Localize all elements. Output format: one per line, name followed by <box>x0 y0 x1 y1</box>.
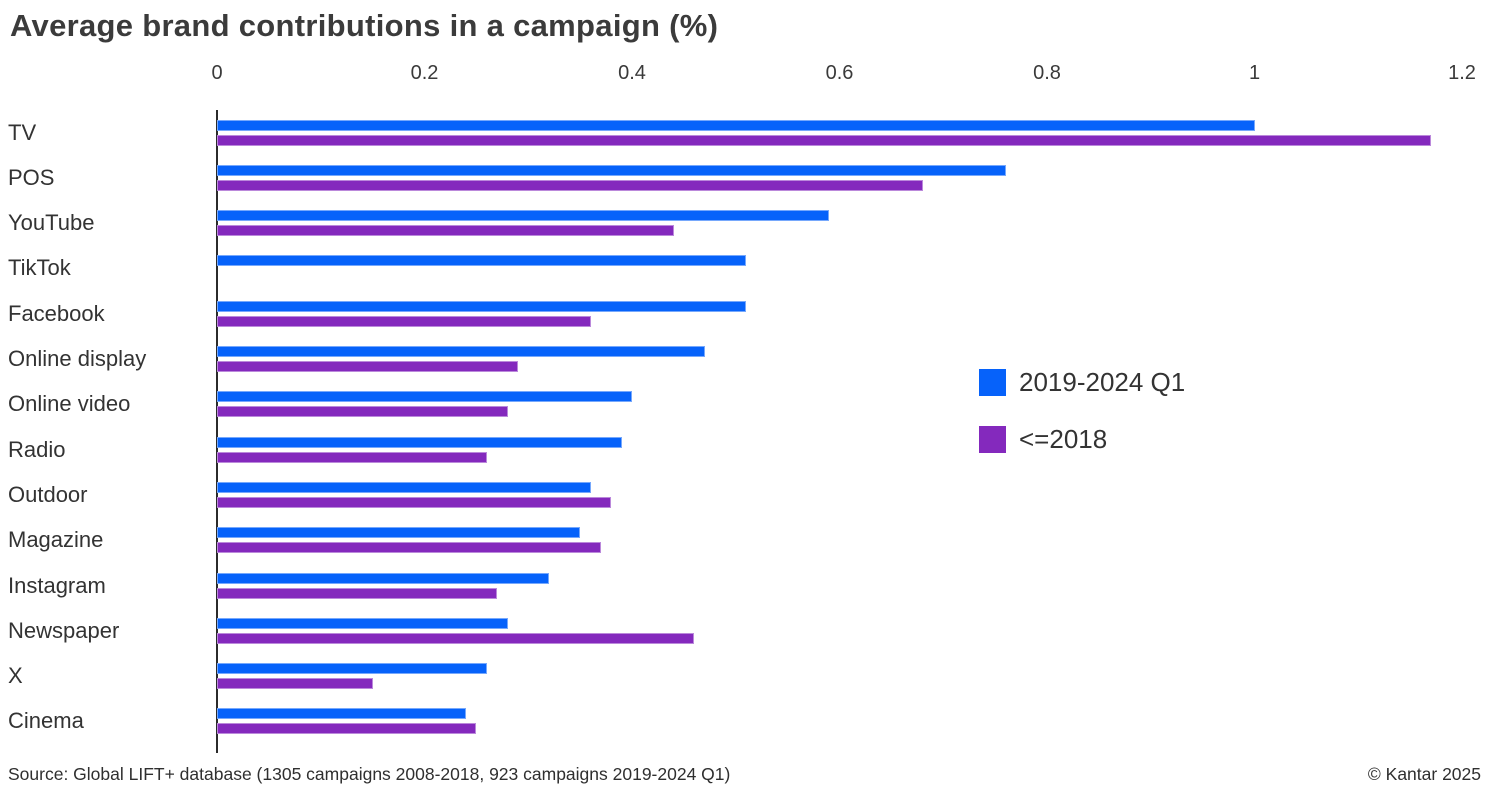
category-label-online-video: Online video <box>8 391 131 417</box>
chart-title: Average brand contributions in a campaig… <box>10 8 719 43</box>
category-label-pos: POS <box>8 164 55 190</box>
bar-2018-online-display <box>217 361 518 372</box>
category-label-newspaper: Newspaper <box>8 617 120 643</box>
category-label-facebook: Facebook <box>8 300 105 326</box>
bar-2019-2024-q1-instagram <box>217 572 549 584</box>
bar-2018-cinema <box>217 723 477 735</box>
bar-2018-youtube <box>217 225 674 237</box>
x-tick-label: 0.4 <box>618 62 646 84</box>
bar-2019-2024-q1-x <box>217 663 487 675</box>
category-label-magazine: Magazine <box>8 527 104 553</box>
bar-2018-x <box>217 678 373 690</box>
category-label-tiktok: TikTok <box>8 255 71 281</box>
x-tick-label: 1.2 <box>1448 62 1476 84</box>
category-label-radio: Radio <box>8 436 66 462</box>
legend-label: 2019-2024 Q1 <box>1019 367 1186 397</box>
category-label-outdoor: Outdoor <box>8 481 88 507</box>
copyright-note: © Kantar 2025 <box>1367 764 1481 784</box>
bar-2019-2024-q1-youtube <box>217 210 830 222</box>
bar-2018-magazine <box>217 542 601 554</box>
x-tick-label: 1 <box>1248 62 1261 84</box>
bar-2019-2024-q1-tiktok <box>217 255 747 267</box>
y-axis-line <box>216 110 218 753</box>
bar-2019-2024-q1-magazine <box>217 527 581 539</box>
bar-2018-online-video <box>217 406 508 418</box>
bar-2019-2024-q1-online-video <box>217 391 632 403</box>
x-tick-label: 0.8 <box>1033 62 1061 84</box>
bar-2019-2024-q1-newspaper <box>217 617 508 629</box>
bar-2019-2024-q1-radio <box>217 436 622 448</box>
bar-2018-facebook <box>217 315 591 327</box>
bar-2018-pos <box>217 179 923 191</box>
bar-2018-tv <box>217 134 1431 146</box>
category-label-youtube: YouTube <box>8 210 95 236</box>
x-tick-label: 0 <box>211 62 223 84</box>
bar-2019-2024-q1-outdoor <box>217 481 591 493</box>
legend-swatch-2018 <box>979 426 1006 453</box>
x-tick-label: 0.2 <box>410 62 439 84</box>
category-label-x: X <box>8 663 23 689</box>
bar-2019-2024-q1-facebook <box>217 300 747 312</box>
legend-label: <=2018 <box>1019 424 1108 454</box>
bar-2018-instagram <box>217 587 498 599</box>
legend-swatch-2019-2024-q1 <box>979 369 1006 396</box>
bar-2019-2024-q1-pos <box>217 164 1006 176</box>
bar-2018-newspaper <box>217 632 695 644</box>
category-label-tv: TV <box>8 119 37 145</box>
bar-2018-outdoor <box>217 496 612 508</box>
bar-2018-radio <box>217 451 487 463</box>
bar-2019-2024-q1-online-display <box>217 346 705 357</box>
category-label-instagram: Instagram <box>8 572 106 598</box>
bar-2019-2024-q1-tv <box>217 119 1255 131</box>
x-tick-label: 0.6 <box>825 62 854 84</box>
legend-item-2019-2024-q1: 2019-2024 Q1 <box>979 369 1185 396</box>
category-label-cinema: Cinema <box>8 708 84 734</box>
category-label-online-display: Online display <box>8 346 147 371</box>
bar-2019-2024-q1-cinema <box>217 708 466 720</box>
legend-item-2018: <=2018 <box>979 426 1107 453</box>
source-note: Source: Global LIFT+ database (1305 camp… <box>8 764 731 784</box>
